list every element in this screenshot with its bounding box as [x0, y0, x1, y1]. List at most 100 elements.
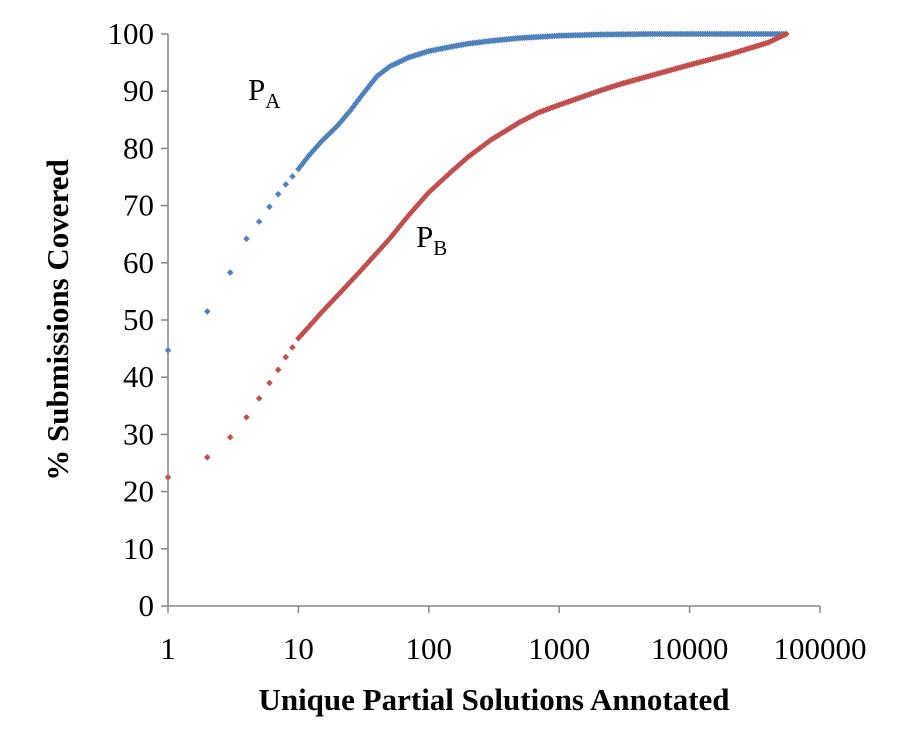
- series-pb: [164, 30, 790, 481]
- y-tick-label: 100: [108, 16, 155, 51]
- data-point-pa: [164, 347, 172, 354]
- data-point-pb: [778, 32, 785, 40]
- data-point-pb: [295, 335, 302, 342]
- data-point-pb: [255, 395, 263, 402]
- data-point-pa: [386, 63, 393, 70]
- data-point-pb: [469, 150, 476, 157]
- y-tick-label: 30: [123, 416, 154, 451]
- data-point-pa: [391, 61, 398, 68]
- data-point-pa: [352, 100, 359, 108]
- series-layer: [164, 30, 790, 481]
- data-point-pb: [341, 284, 348, 292]
- data-point-pb: [305, 323, 313, 331]
- data-point-pa: [266, 203, 273, 211]
- y-axis-title: % Submissions Covered: [40, 159, 75, 481]
- x-axis-ticks: 1 10 100 1000 10000 100000: [160, 606, 867, 666]
- data-point-pb: [164, 474, 172, 481]
- data-point-pa: [357, 93, 364, 101]
- data-point-pa: [332, 124, 339, 132]
- data-point-pb: [289, 344, 296, 351]
- data-point-pb: [473, 146, 481, 154]
- series-label-pb-main: P: [416, 219, 433, 254]
- x-tick-label: 100: [406, 631, 453, 666]
- data-point-pb: [432, 182, 439, 190]
- data-point-pa: [359, 90, 367, 98]
- data-point-pa: [282, 181, 290, 188]
- data-point-pb: [398, 220, 405, 228]
- data-point-pb: [446, 170, 453, 177]
- data-point-pb: [441, 174, 449, 181]
- data-point-pb: [366, 257, 373, 265]
- data-point-pb: [343, 282, 351, 289]
- y-tick-label: 90: [123, 73, 154, 108]
- x-tick-label: 10: [283, 631, 314, 666]
- data-point-pb: [443, 172, 451, 179]
- y-tick-label: 50: [123, 302, 154, 337]
- x-tick-label: 100000: [774, 631, 867, 666]
- data-point-pb: [361, 262, 369, 270]
- data-point-pb: [439, 176, 446, 184]
- series-label-pa-main: P: [248, 72, 265, 107]
- data-point-pa: [203, 308, 211, 315]
- data-point-pa: [226, 269, 234, 276]
- y-tick-label: 80: [123, 130, 154, 165]
- data-point-pb: [226, 433, 234, 441]
- data-point-pb: [483, 139, 490, 147]
- data-point-pb: [505, 125, 513, 133]
- data-point-pa: [398, 57, 405, 65]
- data-point-pa: [289, 173, 296, 180]
- data-point-pb: [388, 232, 396, 240]
- series-label-pa: PA: [248, 72, 281, 113]
- data-point-pb: [480, 141, 488, 149]
- data-point-pb: [501, 128, 508, 135]
- data-point-pb: [453, 163, 460, 171]
- x-tick-label: 1: [160, 631, 176, 666]
- data-point-pa: [295, 165, 302, 173]
- data-point-pb: [336, 289, 344, 297]
- data-point-pb: [334, 292, 341, 299]
- data-point-pb: [427, 187, 435, 194]
- x-tick-label: 10000: [651, 631, 729, 666]
- data-point-pa: [393, 59, 400, 67]
- data-point-pb: [430, 184, 437, 192]
- data-point-pb: [464, 153, 472, 161]
- data-point-pb: [421, 194, 428, 201]
- data-point-pb: [313, 314, 320, 322]
- data-point-pa: [334, 122, 341, 129]
- data-point-pb: [516, 118, 524, 126]
- series-label-pb-sub: B: [433, 236, 447, 260]
- data-point-pa: [305, 152, 313, 160]
- data-point-pa: [255, 218, 263, 225]
- data-point-pb: [377, 245, 384, 252]
- data-point-pa: [368, 78, 376, 86]
- data-point-pb: [395, 223, 403, 231]
- data-point-pb: [400, 217, 408, 225]
- y-tick-label: 60: [123, 245, 154, 280]
- data-point-pa: [307, 149, 315, 157]
- data-point-pb: [496, 131, 504, 138]
- data-point-pa: [322, 133, 330, 141]
- data-point-pb: [384, 237, 391, 245]
- data-point-pb: [485, 138, 493, 145]
- data-point-pa: [318, 138, 325, 145]
- data-point-pb: [521, 116, 529, 123]
- x-tick-label: 1000: [528, 631, 590, 666]
- y-axis-ticks: 0 10 20 30 40 50 60 70 80 90 100: [108, 16, 168, 623]
- series-pa: [164, 30, 790, 354]
- data-point-pb: [471, 148, 479, 156]
- data-point-pa: [341, 113, 349, 120]
- data-point-pb: [467, 151, 474, 159]
- data-point-pb: [320, 306, 327, 314]
- data-point-pa: [313, 143, 320, 151]
- data-point-pb: [393, 226, 400, 234]
- data-point-pa: [402, 55, 410, 62]
- data-point-pb: [352, 272, 360, 280]
- data-point-pb: [478, 143, 486, 150]
- data-point-pa: [274, 190, 282, 198]
- y-tick-label: 10: [123, 531, 154, 566]
- data-point-pb: [282, 353, 290, 361]
- series-label-pb: PB: [416, 219, 447, 260]
- plot-axes: [167, 34, 820, 607]
- data-point-pb: [450, 165, 458, 173]
- data-point-pb: [302, 326, 310, 334]
